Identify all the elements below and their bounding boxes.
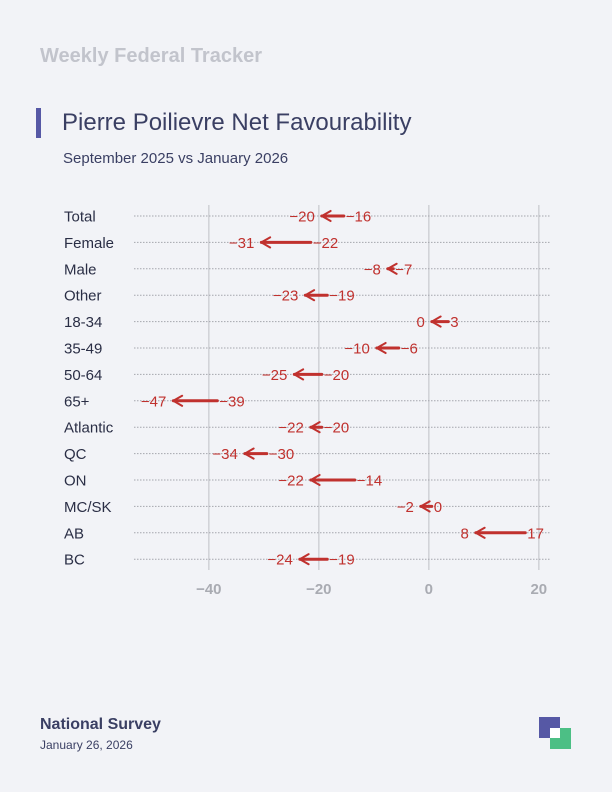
end-value-label: −24	[267, 552, 292, 569]
x-tick-label: 20	[530, 581, 547, 598]
end-value-label: −31	[229, 235, 254, 252]
end-value-label: −8	[364, 261, 381, 278]
end-value-label: −34	[212, 446, 237, 463]
start-value-label: −30	[269, 446, 294, 463]
end-value-label: −10	[344, 341, 369, 358]
start-value-label: −39	[219, 393, 244, 410]
brand-logo	[539, 717, 573, 749]
start-value-label: −6	[401, 341, 418, 358]
start-value-label: 3	[450, 314, 458, 331]
category-label: BC	[64, 552, 85, 569]
end-value-label: −22	[278, 420, 303, 437]
start-value-label: −20	[324, 367, 349, 384]
title-accent-bar	[36, 108, 41, 138]
end-value-label: −2	[397, 499, 414, 516]
category-label: Male	[64, 261, 97, 278]
category-label: AB	[64, 525, 84, 542]
end-value-label: −23	[273, 288, 298, 305]
category-label: 50-64	[64, 367, 102, 384]
start-value-label: −20	[324, 420, 349, 437]
start-value-label: −19	[329, 552, 354, 569]
category-label: Total	[64, 209, 96, 226]
x-tick-label: −40	[196, 581, 221, 598]
logo-square-white	[550, 728, 560, 738]
chart-title: Pierre Poilievre Net Favourability	[62, 109, 412, 136]
start-value-label: −7	[395, 261, 412, 278]
footer-date: January 26, 2026	[40, 738, 133, 752]
category-label: Female	[64, 235, 114, 252]
end-value-label: −20	[289, 209, 314, 226]
end-value-label: 8	[460, 525, 468, 542]
start-value-label: −22	[313, 235, 338, 252]
end-value-label: 0	[416, 314, 424, 331]
end-value-label: −22	[278, 473, 303, 490]
tracker-title: Weekly Federal Tracker	[40, 45, 262, 67]
category-label: ON	[64, 473, 87, 490]
category-label: Atlantic	[64, 420, 114, 437]
category-label: Other	[64, 288, 102, 305]
start-value-label: −16	[346, 209, 371, 226]
x-tick-label: 0	[425, 581, 433, 598]
end-value-label: −47	[141, 393, 166, 410]
chart-subtitle: September 2025 vs January 2026	[63, 150, 289, 167]
category-label: QC	[64, 446, 87, 463]
category-label: 18-34	[64, 314, 102, 331]
category-label: 65+	[64, 393, 90, 410]
category-label: 35-49	[64, 341, 102, 358]
start-value-label: −19	[329, 288, 354, 305]
x-tick-label: −20	[306, 581, 331, 598]
footer-source: National Survey	[40, 716, 161, 733]
start-value-label: 0	[434, 499, 442, 516]
end-value-label: −25	[262, 367, 287, 384]
start-value-label: 17	[527, 525, 544, 542]
category-label: MC/SK	[64, 499, 112, 516]
start-value-label: −14	[357, 473, 382, 490]
